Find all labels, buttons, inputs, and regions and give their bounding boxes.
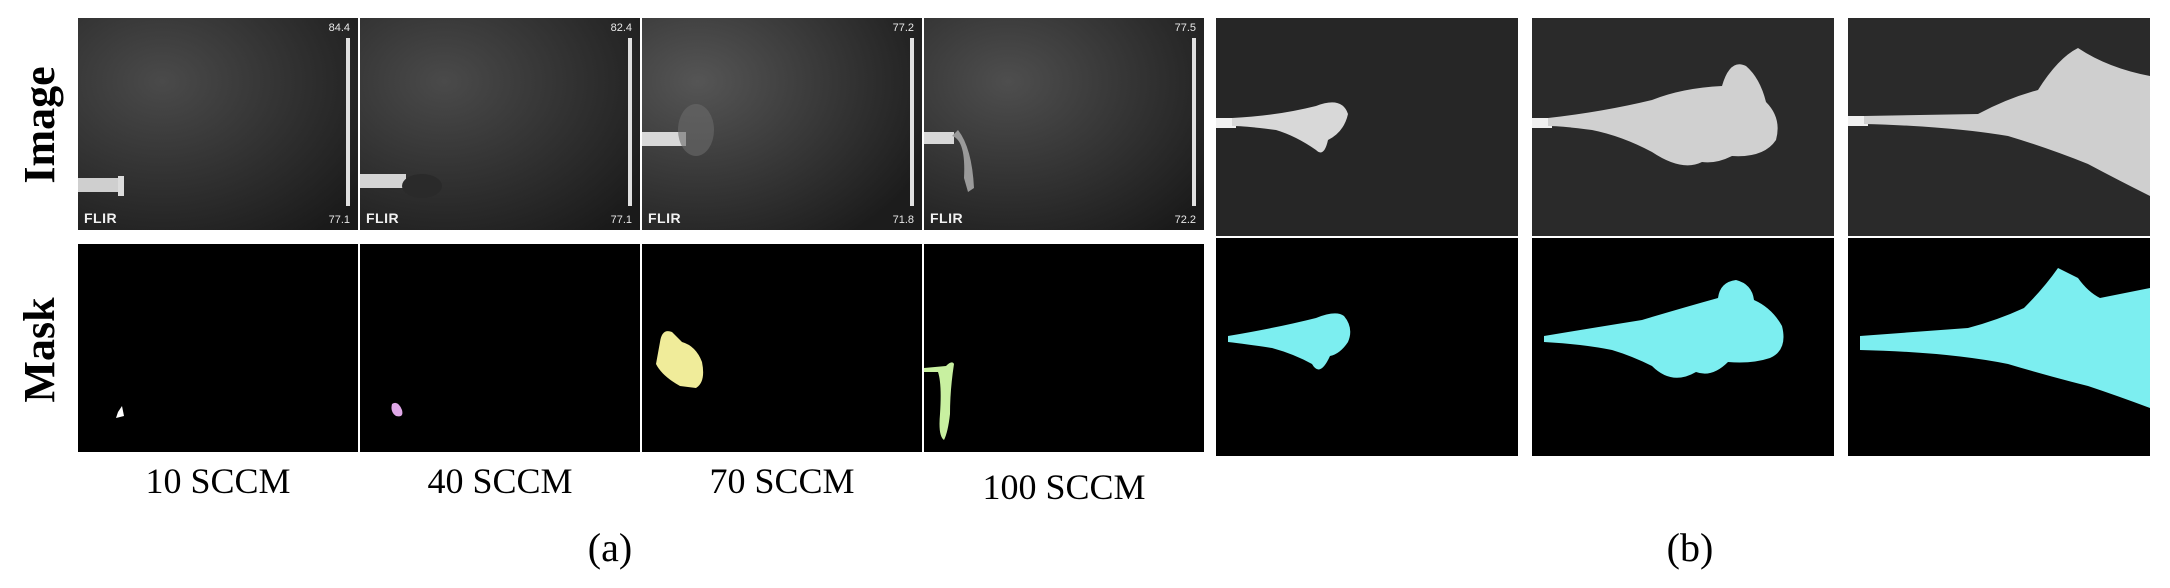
temp-max-label: 82.4 [610, 22, 632, 34]
plume-mask-3 [1848, 238, 2150, 456]
temp-min-label: 71.8 [892, 214, 914, 226]
thermal-image-70-sccm: 77.2 71.8 FLIR [642, 18, 922, 230]
flir-logo: FLIR [930, 210, 964, 226]
caption-40-sccm: 40 SCCM [427, 461, 573, 501]
caption-100-sccm: 100 SCCM [982, 467, 1146, 507]
temp-max-label: 77.2 [892, 22, 914, 34]
temp-min-label: 77.1 [328, 214, 350, 226]
panel-a-caption: (a) [587, 525, 633, 570]
panel-b-caption: (b) [1666, 525, 1714, 570]
caption-70-sccm: 70 SCCM [709, 461, 855, 501]
mask-40-sccm [360, 244, 640, 452]
plume-mask-1 [1216, 238, 1518, 456]
flir-logo: FLIR [84, 210, 118, 226]
row-label-image: Image [15, 66, 64, 184]
row-label-mask: Mask [15, 297, 64, 403]
mask-10-sccm [78, 244, 358, 452]
thermal-image-100-sccm: 77.5 72.2 FLIR [924, 18, 1204, 230]
thermal-image-10-sccm: 84.4 77.1 FLIR [78, 18, 358, 230]
plume-image-3 [1848, 18, 2150, 236]
mask-100-sccm [924, 244, 1204, 452]
plume-image-2 [1532, 18, 1834, 236]
thermal-image-40-sccm: 82.4 77.1 FLIR [360, 18, 640, 230]
temp-max-label: 84.4 [328, 22, 350, 34]
flir-logo: FLIR [648, 210, 682, 226]
mask-70-sccm [642, 244, 922, 452]
caption-10-sccm: 10 SCCM [145, 461, 291, 501]
temp-min-label: 77.1 [610, 214, 632, 226]
temp-max-label: 77.5 [1174, 22, 1196, 34]
plume-image-1 [1216, 18, 1518, 236]
temp-min-label: 72.2 [1174, 214, 1196, 226]
flir-logo: FLIR [366, 210, 400, 226]
plume-mask-2 [1532, 238, 1834, 456]
